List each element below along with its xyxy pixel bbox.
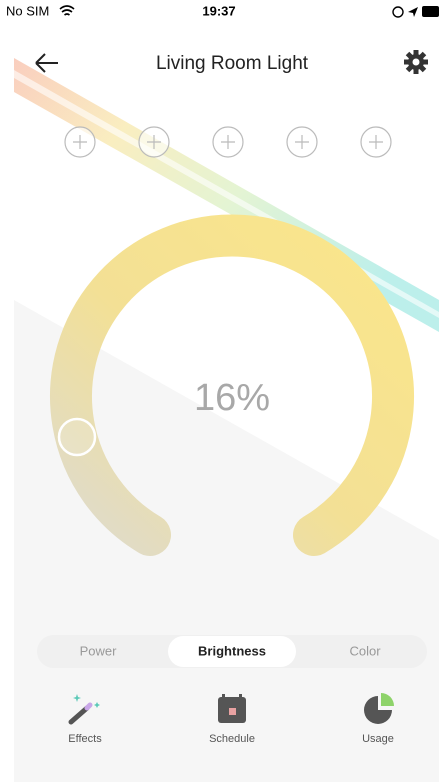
- page: No SIM 19:37 Living Room Light 16% Power…: [0, 0, 439, 782]
- preset-slot[interactable]: [361, 127, 391, 157]
- preset-slot[interactable]: [65, 127, 95, 157]
- tab[interactable]: Brightness: [198, 643, 266, 658]
- battery: [422, 6, 439, 17]
- preset-slot[interactable]: [287, 127, 317, 157]
- preset-slot[interactable]: [213, 127, 243, 157]
- brightness-value: 16%: [194, 377, 270, 419]
- nav-label[interactable]: Usage: [362, 733, 394, 745]
- page-title: Living Room Light: [156, 53, 309, 74]
- nav-label[interactable]: Effects: [68, 733, 102, 745]
- clock: 19:37: [202, 3, 235, 18]
- screen: No SIM 19:37 Living Room Light 16% Power…: [0, 0, 439, 782]
- tab[interactable]: Power: [80, 643, 118, 658]
- schedule-icon[interactable]: [218, 694, 246, 723]
- preset-slot[interactable]: [139, 127, 169, 157]
- carrier: No SIM: [6, 3, 49, 18]
- settings-button[interactable]: [404, 50, 428, 74]
- dial-knob[interactable]: [59, 419, 95, 455]
- tab[interactable]: Color: [349, 643, 381, 658]
- left-edge: [0, 0, 14, 782]
- nav-label[interactable]: Schedule: [209, 733, 255, 745]
